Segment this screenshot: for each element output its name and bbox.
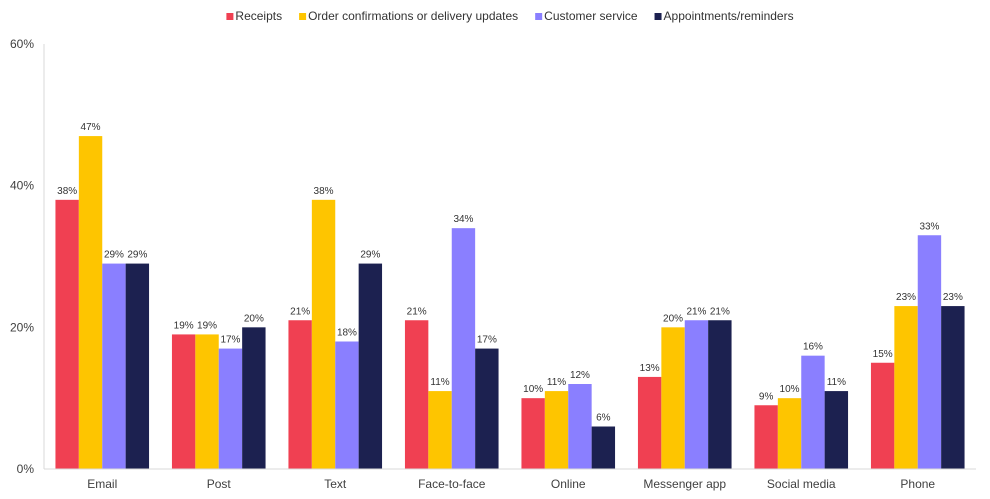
x-category-label: Text	[324, 477, 347, 491]
data-label: 11%	[430, 377, 449, 388]
bar	[917, 235, 942, 469]
bar	[125, 263, 150, 469]
legend-item: Order confirmations or delivery updates	[299, 9, 518, 23]
data-label: 38%	[57, 186, 77, 197]
data-label: 21%	[686, 306, 706, 317]
data-label: 47%	[81, 122, 101, 133]
data-label: 16%	[803, 342, 823, 353]
x-category-label: Online	[551, 477, 586, 491]
bar	[894, 306, 918, 469]
data-labels-group: 38%47%29% 29%19% 19%17%20%21%38%18%29%21%1…	[57, 122, 963, 423]
x-category-label: Messenger app	[643, 477, 726, 491]
legend-label: Appointments/reminders	[664, 9, 794, 23]
x-axis: Email Post Text Face-to-face Online Messenger…	[44, 468, 976, 491]
bar	[754, 405, 778, 469]
data-label: 19%	[197, 320, 217, 331]
bar	[708, 320, 732, 469]
bar	[684, 320, 709, 469]
data-label: 12%	[570, 370, 590, 381]
bar	[777, 398, 802, 469]
data-label: 6%	[596, 413, 611, 424]
x-category-label: Email	[87, 477, 117, 491]
y-axis: 0% 20% 40% 60%	[10, 37, 45, 476]
legend-label: Customer service	[544, 9, 638, 23]
bars-group	[55, 136, 965, 469]
data-label: 10%	[780, 384, 800, 395]
bar	[451, 228, 476, 469]
bar	[591, 426, 616, 469]
data-label: 19%	[174, 320, 194, 331]
data-label: 11%	[827, 377, 846, 388]
legend-item: Receipts	[226, 9, 282, 23]
bar	[568, 384, 592, 469]
x-category-label: Post	[207, 477, 232, 491]
data-label: 23%	[943, 292, 963, 303]
data-label: 11%	[547, 377, 566, 388]
bar	[311, 199, 336, 469]
data-label: 29%	[104, 250, 124, 261]
bar	[335, 341, 359, 469]
legend-label: Order confirmations or delivery updates	[308, 9, 518, 23]
y-tick-label: 20%	[10, 320, 34, 334]
data-label: 29%	[127, 250, 147, 261]
bar	[544, 391, 569, 469]
bar	[521, 398, 545, 469]
data-label: 17%	[220, 335, 240, 346]
y-tick-label: 60%	[10, 37, 34, 51]
data-label: 29%	[360, 250, 380, 261]
legend-swatch	[535, 13, 543, 20]
data-label: 33%	[919, 221, 939, 232]
data-label: 20%	[244, 313, 264, 324]
x-category-label: Face-to-face	[418, 477, 486, 491]
data-label: 10%	[523, 384, 543, 395]
bar	[195, 334, 219, 469]
data-label: 34%	[453, 214, 473, 225]
legend-item: Appointments/reminders	[654, 9, 794, 23]
x-category-label: Social media	[767, 477, 836, 491]
data-label: 13%	[640, 363, 660, 374]
bar	[870, 362, 895, 469]
legend-swatch	[226, 13, 234, 20]
legend: Receipts Order confirmations or delivery …	[226, 9, 794, 23]
bar	[404, 320, 429, 469]
data-label: 23%	[896, 292, 916, 303]
data-label: 18%	[337, 328, 357, 339]
data-label: 17%	[477, 335, 497, 346]
bar	[941, 306, 965, 469]
bar	[801, 355, 825, 469]
legend-swatch	[654, 13, 662, 20]
bar	[171, 334, 196, 469]
data-label: 21%	[710, 306, 730, 317]
bar	[55, 199, 79, 469]
data-label: 15%	[873, 349, 893, 360]
legend-label: Receipts	[235, 9, 282, 23]
y-tick-label: 40%	[10, 179, 34, 193]
bar	[288, 320, 312, 469]
x-category-label: Phone	[900, 477, 935, 491]
legend-swatch	[299, 13, 307, 20]
data-label: 21%	[290, 306, 310, 317]
bar	[661, 327, 685, 469]
bar	[102, 263, 126, 469]
bar	[78, 136, 103, 469]
bar	[475, 348, 499, 469]
legend-item: Customer service	[535, 9, 638, 23]
data-label: 9%	[759, 391, 774, 402]
data-label: 20%	[663, 313, 683, 324]
bar	[242, 327, 266, 469]
data-label: 21%	[407, 306, 427, 317]
y-tick-label: 0%	[17, 462, 35, 476]
data-label: 38%	[314, 186, 334, 197]
bar	[637, 376, 662, 469]
bar	[428, 391, 452, 469]
bar	[218, 348, 243, 469]
bar	[358, 263, 383, 469]
bar	[824, 391, 849, 469]
